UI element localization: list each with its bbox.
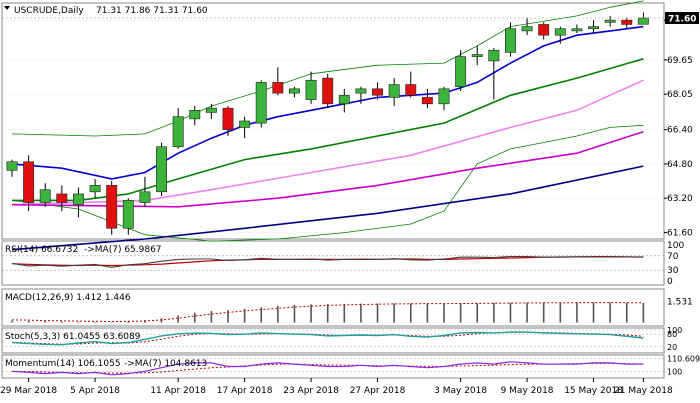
candle-body xyxy=(438,88,450,105)
candle-body xyxy=(89,185,101,193)
momentum-line xyxy=(11,361,644,376)
candle-body xyxy=(6,161,18,171)
x-tick-label: 17 Apr 2018 xyxy=(217,386,273,396)
candle-body xyxy=(139,191,151,203)
candle-body xyxy=(73,193,84,205)
candle-body xyxy=(305,79,317,100)
candle-body xyxy=(189,109,201,120)
x-tick-label: 5 Apr 2018 xyxy=(70,386,120,396)
bollinger-lower-line xyxy=(11,124,644,242)
x-tick-label: 3 May 2018 xyxy=(434,386,487,396)
collapse-triangle-icon xyxy=(4,6,10,10)
momentum-tick-label: 100 xyxy=(667,367,682,376)
candle-body xyxy=(488,49,500,62)
momentum-ma-label: ->MA(7) 104.8613 xyxy=(124,359,207,369)
stoch-panel-frame xyxy=(1,327,665,354)
candle-body xyxy=(23,161,35,203)
last-price-badge xyxy=(665,12,699,25)
candle-body xyxy=(621,19,633,25)
price-tick-label: 63.20 xyxy=(667,194,693,204)
candle-body xyxy=(521,26,533,32)
candle-body xyxy=(255,82,267,124)
candle-body xyxy=(538,24,550,36)
rsi-ma-label: ->MA(7) 65.9867 xyxy=(84,245,162,255)
price-tick-label: 69.65 xyxy=(667,56,693,66)
rsi-panel-frame xyxy=(1,240,665,286)
candle-body xyxy=(272,82,284,94)
candle-body xyxy=(372,88,383,96)
candle-body xyxy=(388,84,400,98)
x-tick-label: 15 May 2018 xyxy=(564,386,623,396)
price-tick-label: 66.40 xyxy=(667,126,693,136)
candle-body xyxy=(421,97,433,105)
candle-body xyxy=(571,28,583,32)
ohlc-label: 71.31 71.86 71.31 71.60 xyxy=(96,6,208,16)
candle-body xyxy=(405,84,417,96)
price-tick-label: 64.80 xyxy=(667,160,693,170)
rsi-tick-label: 0 xyxy=(667,277,673,287)
macd-signal-line xyxy=(11,302,644,323)
x-tick-label: 29 Mar 2018 xyxy=(0,386,57,396)
stoch-label: Stoch(5,3,3) 61.0455 63.6089 xyxy=(5,332,141,342)
macd-label: MACD(12,26,9) 1.412 1.446 xyxy=(5,293,131,303)
momentum-tick-label: 110.6095 xyxy=(667,355,700,364)
candle-body xyxy=(156,146,167,193)
candle-body xyxy=(588,26,599,30)
candle-body xyxy=(205,107,217,113)
candle-body xyxy=(505,28,516,53)
candle-body xyxy=(56,193,68,203)
last-price-label: 71.60 xyxy=(668,15,696,25)
rsi-tick-label: 100 xyxy=(667,241,684,251)
momentum-ma-line xyxy=(11,362,644,374)
candle-body xyxy=(172,116,184,148)
x-tick-label: 11 Apr 2018 xyxy=(150,386,206,396)
candle-body xyxy=(455,56,467,87)
candle-body xyxy=(106,185,118,229)
rsi-tick-label: 30 xyxy=(667,266,679,276)
candle-body xyxy=(122,200,134,229)
candle-body xyxy=(39,189,51,203)
rsi-tick-label: 70 xyxy=(667,252,679,262)
price-tick-label: 61.60 xyxy=(667,229,693,239)
candle-body xyxy=(471,54,483,57)
bollinger-upper-line xyxy=(11,0,644,137)
symbol-label: USCRUDE,Daily xyxy=(14,6,84,16)
candle-body xyxy=(604,19,616,23)
candle-body xyxy=(355,88,367,94)
rsi-line xyxy=(11,255,644,268)
x-tick-label: 9 May 2018 xyxy=(501,386,554,396)
momentum-label: Momentum(14) 106.1055 xyxy=(5,359,121,369)
x-tick-label: 23 Apr 2018 xyxy=(283,386,339,396)
candle-body xyxy=(239,120,251,128)
x-tick-label: 27 Apr 2018 xyxy=(350,386,406,396)
candle-body xyxy=(222,107,234,130)
stoch-k-line xyxy=(11,331,644,346)
candle-body xyxy=(289,88,300,94)
stoch-tick-label: 100 xyxy=(667,326,682,335)
candle-body xyxy=(554,28,566,36)
x-tick-label: 21 May 2018 xyxy=(614,386,673,396)
moving-average-line xyxy=(11,165,644,251)
macd-panel-frame xyxy=(1,288,665,327)
macd-tick-label: 1.531 xyxy=(667,298,693,308)
candle-body xyxy=(338,94,350,105)
rsi-label: RSI(14) 66.6732 xyxy=(5,245,78,255)
stoch-tick-label: 20 xyxy=(667,343,677,352)
candle-body xyxy=(637,17,649,25)
price-tick-label: 68.05 xyxy=(667,90,693,100)
moving-average-line xyxy=(11,79,644,206)
moving-average-line xyxy=(11,130,644,208)
stoch-tick-label: 80 xyxy=(667,330,677,339)
candle-body xyxy=(322,77,334,105)
